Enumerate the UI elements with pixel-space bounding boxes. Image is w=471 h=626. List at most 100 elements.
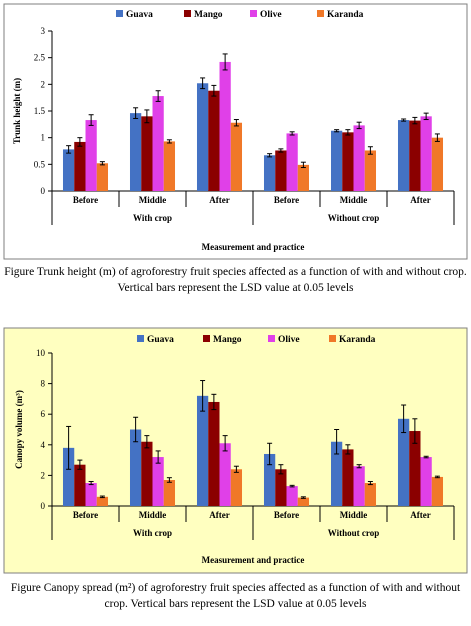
th-bar-olive-5 xyxy=(420,116,432,191)
cv-legend-swatch-mango xyxy=(203,335,210,342)
cv-y-tick-label-1: 2 xyxy=(41,470,46,480)
cv-bar-karanda-2 xyxy=(230,469,243,506)
cv-bar-guava-2 xyxy=(196,395,209,506)
cv-bar-olive-4 xyxy=(353,466,365,506)
th-x-tick-label-2: After xyxy=(209,195,229,205)
cv-bar-mango-0 xyxy=(74,464,86,506)
th-bar-karanda-2 xyxy=(230,122,243,191)
cv-y-tick-label-4: 8 xyxy=(41,379,46,389)
th-legend-swatch-olive xyxy=(250,10,257,17)
th-bar-olive-2 xyxy=(219,61,231,191)
cv-bar-olive-0 xyxy=(85,483,97,506)
cv-bar-olive-5 xyxy=(420,457,432,506)
th-y-axis-label: Trunk height (m) xyxy=(12,78,22,144)
cv-x-tick-label-3: Before xyxy=(274,510,299,520)
cv-y-tick-label-0: 0 xyxy=(41,501,46,511)
cv-bar-guava-4 xyxy=(330,441,343,506)
cv-legend-guava: Guava xyxy=(147,335,174,345)
th-legend-olive: Olive xyxy=(260,10,282,20)
cv-x-tick-label-5: After xyxy=(410,510,430,520)
canopy-volume-chart: Guava Mango Olive Karanda 0 2 4 6 8 10 Canopy volu… xyxy=(3,327,468,574)
cv-bar-guava-5 xyxy=(397,418,410,506)
cv-x-axis-label: Measurement and practice xyxy=(202,555,305,565)
cv-legend-olive: Olive xyxy=(278,335,300,345)
cv-group-label-1: Without crop xyxy=(328,528,379,538)
cv-bar-karanda-3 xyxy=(297,497,310,506)
th-bar-olive-0 xyxy=(85,120,97,191)
cv-bar-olive-1 xyxy=(152,457,164,506)
cv-legend-swatch-guava xyxy=(137,335,144,342)
cv-bar-karanda-5 xyxy=(431,476,444,506)
cv-y-axis-label: Canopy volume (m³) xyxy=(14,390,24,469)
cv-x-tick-label-4: Middle xyxy=(340,510,368,520)
cv-y-tick-label-3: 6 xyxy=(41,409,46,419)
th-bar-karanda-1 xyxy=(163,141,176,191)
th-x-tick-label-1: Middle xyxy=(139,195,167,205)
cv-bar-mango-3 xyxy=(275,469,287,506)
cv-y-tick-label-2: 4 xyxy=(41,440,46,450)
cv-bar-mango-1 xyxy=(141,441,153,506)
trunk-height-caption: Figure Trunk height (m) of agroforestry … xyxy=(4,266,467,294)
th-bar-guava-2 xyxy=(196,83,209,191)
th-y-tick-label-2: 1 xyxy=(41,133,46,143)
th-legend-swatch-mango xyxy=(184,10,191,17)
cv-bar-guava-1 xyxy=(129,429,142,506)
cv-bar-karanda-0 xyxy=(96,496,109,506)
th-x-axis-label: Measurement and practice xyxy=(202,242,305,252)
cv-x-tick-label-0: Before xyxy=(73,510,98,520)
cv-bar-mango-5 xyxy=(409,431,421,506)
th-x-tick-label-4: Middle xyxy=(340,195,368,205)
cv-bar-olive-2 xyxy=(219,443,231,506)
th-legend-guava: Guava xyxy=(126,10,153,20)
th-x-tick-label-5: After xyxy=(410,195,430,205)
th-bar-olive-1 xyxy=(152,96,164,191)
th-bar-karanda-4 xyxy=(364,150,377,191)
th-legend-mango: Mango xyxy=(194,10,223,20)
cv-group-label-0: With crop xyxy=(133,528,172,538)
th-legend-karanda: Karanda xyxy=(327,10,364,20)
cv-bar-karanda-4 xyxy=(364,483,377,506)
cv-bar-guava-0 xyxy=(62,447,75,506)
cv-y-tick-label-5: 10 xyxy=(36,348,46,358)
th-bar-mango-4 xyxy=(342,132,354,191)
th-bar-olive-3 xyxy=(286,133,298,191)
th-bar-karanda-3 xyxy=(297,164,310,191)
th-bar-mango-5 xyxy=(409,120,421,191)
cv-x-tick-label-1: Middle xyxy=(139,510,167,520)
th-bar-mango-0 xyxy=(74,141,86,191)
th-bar-olive-4 xyxy=(353,125,365,191)
th-bar-karanda-5 xyxy=(431,137,444,191)
th-y-tick-label-6: 3 xyxy=(41,26,46,36)
th-y-tick-label-4: 2 xyxy=(41,79,46,89)
th-legend-swatch-guava xyxy=(116,10,123,17)
cv-bar-guava-3 xyxy=(263,453,276,506)
th-bar-guava-3 xyxy=(263,155,276,191)
th-y-tick-label-0: 0 xyxy=(41,186,46,196)
th-bar-guava-5 xyxy=(397,120,410,191)
th-group-label-0: With crop xyxy=(133,213,172,223)
th-bar-mango-1 xyxy=(141,116,153,191)
cv-legend-karanda: Karanda xyxy=(339,335,376,345)
th-group-label-1: Without crop xyxy=(328,213,379,223)
th-bar-mango-3 xyxy=(275,150,287,191)
th-y-tick-label-3: 1.5 xyxy=(34,106,46,116)
cv-x-tick-label-2: After xyxy=(209,510,229,520)
th-bar-guava-0 xyxy=(62,149,75,191)
trunk-height-chart: Guava Mango Olive Karanda 0 0.5 1 1.5 2 2.5 3 Trunk… xyxy=(3,3,468,260)
th-x-tick-label-0: Before xyxy=(73,195,98,205)
cv-legend-swatch-olive xyxy=(268,335,275,342)
th-plot-area xyxy=(52,31,454,191)
th-y-tick-label-5: 2.5 xyxy=(34,53,46,63)
cv-plot-area xyxy=(52,353,454,506)
th-bar-guava-4 xyxy=(330,130,343,191)
cv-legend-swatch-karanda xyxy=(329,335,336,342)
th-x-tick-label-3: Before xyxy=(274,195,299,205)
cv-legend-mango: Mango xyxy=(213,335,242,345)
cv-bar-olive-3 xyxy=(286,486,298,506)
th-legend-swatch-karanda xyxy=(317,10,324,17)
th-y-tick-label-1: 0.5 xyxy=(34,159,46,169)
canopy-volume-caption: Figure Canopy spread (m²) of agroforestr… xyxy=(10,582,461,610)
cv-bar-karanda-1 xyxy=(163,479,176,506)
th-bar-mango-2 xyxy=(208,90,220,191)
cv-bar-mango-2 xyxy=(208,401,220,506)
